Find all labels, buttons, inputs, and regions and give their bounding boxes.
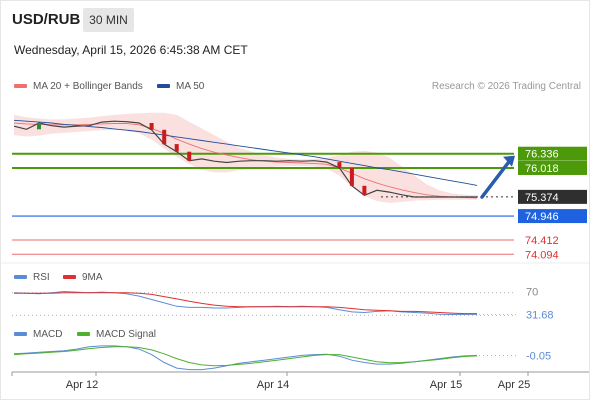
level-box-76.018	[518, 160, 587, 175]
legend-ma50: MA 50	[157, 81, 204, 92]
macd-value-label: -0.05	[526, 350, 551, 362]
candle-27	[349, 167, 354, 186]
macd-panel: -0.05	[13, 345, 551, 371]
macd-series-macd	[13, 345, 478, 371]
macd-swatch	[14, 332, 27, 337]
timeframe-badge[interactable]: 30 MIN	[83, 8, 134, 32]
candle-14	[187, 151, 192, 161]
macd-signal-swatch	[77, 332, 90, 337]
legend-rsi-ma-label: 9MA	[82, 272, 103, 283]
rsi-swatch	[14, 275, 27, 280]
legend-rsi-label: RSI	[33, 272, 50, 283]
bollinger-band	[14, 112, 477, 203]
level-box-75.374	[518, 189, 587, 204]
projection-arrow-line	[480, 159, 511, 199]
credit-text: Research © 2026 Trading Central	[431, 81, 581, 92]
level-label-74.412: 74.412	[525, 235, 559, 247]
rsi-ma-swatch	[63, 275, 76, 280]
legend-ma20-label: MA 20 + Bollinger Bands	[33, 81, 143, 92]
legend-macd: MACD	[14, 329, 62, 340]
legend-rsi: RSI	[14, 272, 50, 283]
level-box-74.946	[518, 209, 587, 224]
level-label-74.946: 74.946	[525, 211, 559, 223]
x-tick-label-0: Apr 12	[66, 379, 98, 391]
x-tick-label-3: Apr 25	[498, 379, 530, 391]
candle-26	[337, 162, 342, 168]
projection-arrowhead	[503, 155, 515, 167]
legend-ma50-label: MA 50	[176, 81, 205, 92]
candle-13	[174, 144, 179, 152]
main-price-panel: 76.336 76.018 75.374 74.946 74.412 74.094	[12, 112, 587, 261]
macd-series-macd-signal	[13, 346, 478, 367]
pair-title: USD/RUB	[12, 11, 81, 28]
candle-11	[149, 123, 154, 130]
legend-macd-signal-label: MACD Signal	[96, 329, 157, 340]
rsi-panel: 70 31.68	[12, 287, 554, 321]
legend-macd-label: MACD	[33, 329, 63, 340]
datetime-label: Wednesday, April 15, 2026 6:45:38 AM CET	[14, 43, 248, 57]
candle-12	[162, 129, 167, 145]
legend-ma20: MA 20 + Bollinger Bands	[14, 81, 143, 92]
level-label-76.336: 76.336	[525, 149, 559, 161]
candle-28	[362, 185, 367, 196]
legend-rsi-ma: 9MA	[63, 272, 103, 283]
series-ma-20	[13, 122, 478, 199]
rsi-series-9ma	[14, 292, 477, 315]
rsi-level-70: 70	[526, 287, 538, 299]
level-label-75.374: 75.374	[525, 192, 559, 204]
rsi-value-label: 31.68	[526, 309, 554, 321]
candle-2	[37, 123, 41, 130]
x-tick-label-2: Apr 15	[430, 379, 462, 391]
series-ma-50	[13, 119, 478, 186]
level-label-76.018: 76.018	[525, 163, 559, 175]
x-axis: Apr 12 Apr 14 Apr 15 Apr 25	[11, 372, 530, 391]
ma50-swatch	[157, 84, 170, 89]
level-label-74.094: 74.094	[525, 249, 559, 261]
legend-macd-signal: MACD Signal	[77, 329, 156, 340]
level-box-76.336	[518, 146, 587, 161]
ma20-swatch	[14, 84, 27, 89]
series-price	[13, 120, 477, 198]
x-tick-label-1: Apr 14	[257, 379, 289, 391]
